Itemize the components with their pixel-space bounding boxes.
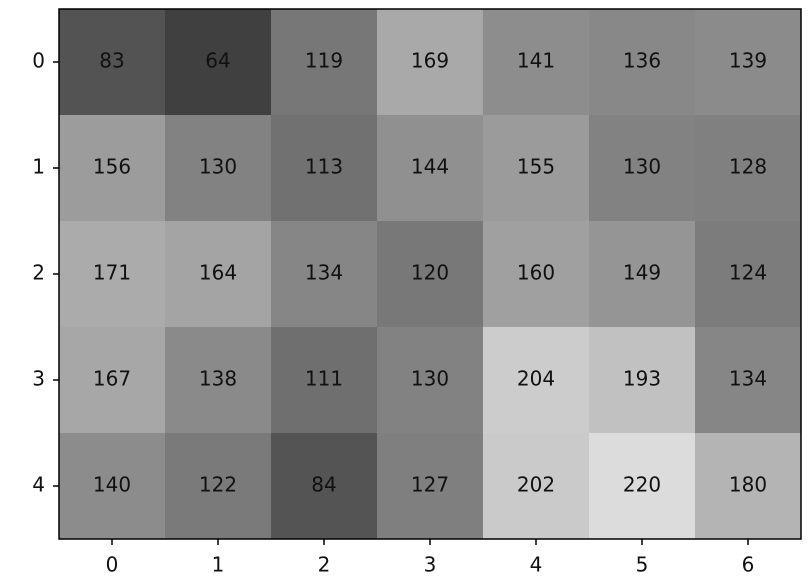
heatmap-cell	[59, 9, 165, 115]
y-tick-label: 0	[32, 49, 45, 73]
cell-label: 130	[199, 155, 237, 179]
cell-label: 202	[517, 473, 555, 497]
heatmap-cell	[59, 327, 165, 433]
heatmap-cell	[589, 433, 695, 539]
heatmap-cell	[695, 433, 801, 539]
heatmap-cell	[695, 115, 801, 221]
heatmap-cell	[165, 221, 271, 327]
heatmap-cell	[377, 433, 483, 539]
heatmap-cell	[589, 221, 695, 327]
heatmap-cell	[589, 9, 695, 115]
cell-label: 180	[729, 473, 767, 497]
cell-label: 160	[517, 261, 555, 285]
y-tick-label: 2	[32, 261, 45, 285]
x-tick-label: 3	[424, 553, 437, 577]
y-tick-label: 1	[32, 155, 45, 179]
cell-label: 156	[93, 155, 131, 179]
cell-label: 149	[623, 261, 661, 285]
cell-label: 139	[729, 49, 767, 73]
heatmap-cell	[271, 9, 377, 115]
heatmap-cell	[483, 433, 589, 539]
cell-label: 141	[517, 49, 555, 73]
cell-label: 127	[411, 473, 449, 497]
heatmap-cell	[377, 9, 483, 115]
y-tick-label: 4	[32, 473, 45, 497]
heatmap-cell	[271, 433, 377, 539]
cell-label: 84	[311, 473, 336, 497]
heatmap-cell	[165, 433, 271, 539]
heatmap-cell	[271, 115, 377, 221]
cell-label: 134	[305, 261, 343, 285]
x-tick-label: 4	[530, 553, 543, 577]
cell-label: 204	[517, 367, 555, 391]
heatmap-cell	[483, 327, 589, 433]
y-tick-label: 3	[32, 367, 45, 391]
heatmap-cell	[377, 327, 483, 433]
heatmap-cell	[271, 221, 377, 327]
cell-label: 155	[517, 155, 555, 179]
cell-label: 124	[729, 261, 767, 285]
cell-label: 122	[199, 473, 237, 497]
heatmap-cell	[377, 221, 483, 327]
cell-label: 164	[199, 261, 237, 285]
heatmap-cell	[165, 327, 271, 433]
cell-label: 136	[623, 49, 661, 73]
cell-label: 128	[729, 155, 767, 179]
x-tick-label: 6	[742, 553, 755, 577]
cell-label: 130	[623, 155, 661, 179]
cell-label: 130	[411, 367, 449, 391]
heatmap-cell	[695, 221, 801, 327]
x-tick-label: 2	[318, 553, 331, 577]
x-tick-label: 5	[636, 553, 649, 577]
cell-label: 144	[411, 155, 449, 179]
heatmap-cell	[59, 115, 165, 221]
x-tick-label: 0	[106, 553, 119, 577]
heatmap-cell	[695, 9, 801, 115]
heatmap-cell	[483, 115, 589, 221]
heatmap-cell	[483, 221, 589, 327]
heatmap-cell	[695, 327, 801, 433]
x-tick-label: 1	[212, 553, 225, 577]
cell-label: 169	[411, 49, 449, 73]
cell-label: 120	[411, 261, 449, 285]
heatmap-cell	[377, 115, 483, 221]
heatmap-cell	[59, 433, 165, 539]
heatmap-cell	[165, 9, 271, 115]
cell-label: 83	[99, 49, 124, 73]
cell-label: 138	[199, 367, 237, 391]
cell-label: 113	[305, 155, 343, 179]
cell-label: 64	[205, 49, 230, 73]
cell-label: 119	[305, 49, 343, 73]
cell-label: 171	[93, 261, 131, 285]
cell-label: 134	[729, 367, 767, 391]
heatmap-cell	[589, 327, 695, 433]
heatmap-cell	[59, 221, 165, 327]
heatmap-cell	[271, 327, 377, 433]
cell-label: 193	[623, 367, 661, 391]
cell-label: 140	[93, 473, 131, 497]
cell-label: 220	[623, 473, 661, 497]
heatmap-cell	[589, 115, 695, 221]
heatmap-cell	[483, 9, 589, 115]
heatmap-cell	[165, 115, 271, 221]
cell-label: 111	[305, 367, 343, 391]
cell-label: 167	[93, 367, 131, 391]
